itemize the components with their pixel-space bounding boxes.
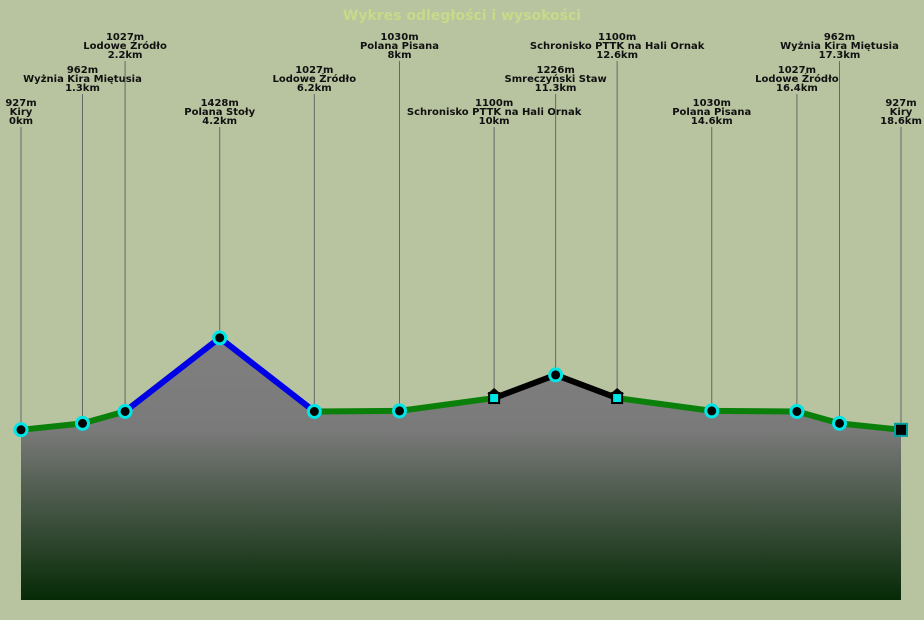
hut-marker: [488, 392, 501, 405]
point-marker: [789, 403, 805, 419]
route-segment: [552, 371, 621, 402]
elevation-label: 1428m: [201, 98, 239, 109]
place-name: Lodowe Źródło: [273, 72, 357, 85]
point-marker: [391, 403, 407, 419]
elevation-label: 1030m: [380, 32, 418, 43]
place-name: Schronisko PTTK na Hali Ornak: [530, 41, 705, 52]
place-name: Wyżnia Kira Miętusia: [23, 74, 142, 85]
route-segment: [708, 407, 800, 415]
place-name: Lodowe Źródło: [83, 39, 167, 52]
point-marker: [548, 367, 564, 383]
end-marker: [894, 422, 908, 437]
point-marker: [704, 403, 720, 419]
route-segment: [491, 371, 559, 402]
chart-title: Wykres odległości i wysokości: [343, 8, 581, 24]
elevation-label: 1030m: [693, 98, 731, 109]
place-name: Polana Pisana: [360, 41, 439, 52]
elevation-label: 927m: [5, 98, 36, 109]
distance-label: 6.2km: [297, 83, 332, 94]
route-segment: [18, 420, 86, 433]
route-segment: [396, 395, 498, 414]
route-segment: [122, 334, 223, 415]
distance-label: 11.3km: [535, 83, 577, 94]
distance-label: 18.6km: [880, 116, 922, 127]
elevation-area: [21, 337, 901, 600]
route-segment: [836, 420, 904, 433]
distance-label: 8km: [387, 50, 411, 61]
distance-label: 12.6km: [596, 50, 638, 61]
place-name: Lodowe Źródło: [755, 72, 839, 85]
distance-label: 14.6km: [691, 116, 733, 127]
hut-marker: [611, 392, 624, 405]
elevation-label: 1027m: [295, 65, 333, 76]
elevation-label: 1226m: [536, 65, 574, 76]
point-marker: [75, 415, 91, 431]
route-segment: [216, 334, 318, 415]
point-marker: [13, 422, 29, 438]
place-name: Kiry: [10, 107, 33, 118]
place-name: Schronisko PTTK na Hali Ornak: [407, 107, 582, 118]
elevation-label: 962m: [67, 65, 98, 76]
elevation-label: 1100m: [598, 32, 636, 43]
place-name: Polana Pisana: [672, 107, 751, 118]
distance-label: 0km: [9, 116, 33, 127]
elevation-label: 1027m: [106, 32, 144, 43]
point-marker: [306, 403, 322, 419]
elevation-label: 1100m: [475, 98, 513, 109]
place-name: Smreczyński Staw: [505, 73, 607, 85]
elevation-label: 962m: [824, 32, 855, 43]
place-name: Wyżnia Kira Miętusia: [780, 41, 899, 52]
elevation-label: 927m: [885, 98, 916, 109]
route-segment: [311, 407, 403, 415]
distance-label: 1.3km: [65, 83, 100, 94]
elevation-label: 1027m: [778, 65, 816, 76]
point-marker: [831, 415, 847, 431]
route-segment: [614, 395, 715, 414]
place-name: Kiry: [890, 107, 913, 118]
distance-label: 17.3km: [819, 50, 861, 61]
point-marker: [117, 403, 133, 419]
place-name: Polana Stoły: [184, 107, 255, 118]
distance-label: 4.2km: [202, 116, 237, 127]
point-marker: [212, 330, 228, 346]
distance-label: 2.2km: [108, 50, 143, 61]
distance-label: 10km: [479, 116, 510, 127]
distance-label: 16.4km: [776, 83, 818, 94]
